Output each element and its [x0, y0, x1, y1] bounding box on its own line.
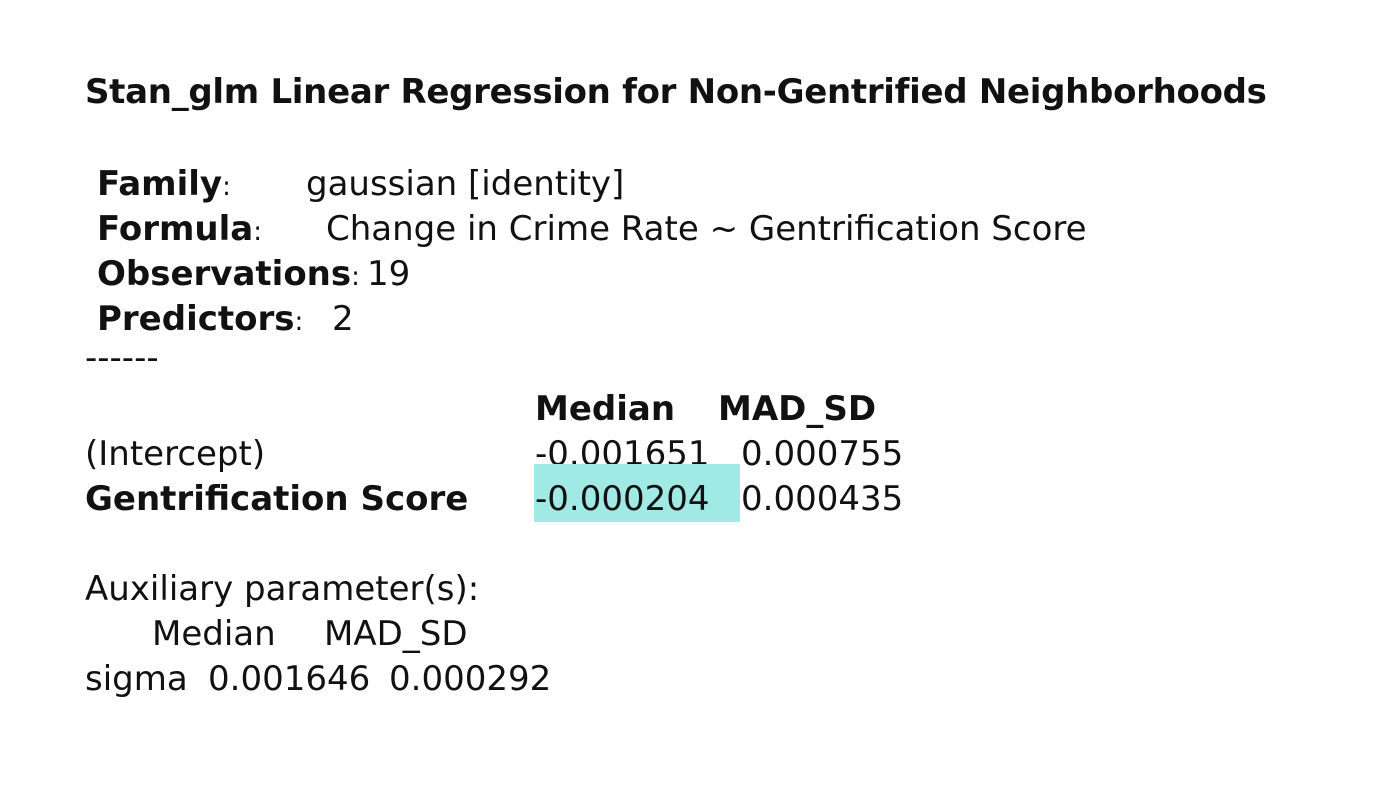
auxiliary-heading: Auxiliary parameter(s): [85, 569, 479, 609]
aux-row-mad-sd-sigma: 0.000292 [389, 659, 551, 699]
formula-colon: : [253, 217, 262, 247]
coef-row-median-gentrification: -0.000204 [535, 479, 710, 519]
coef-header-median: Median [535, 389, 675, 429]
formula-label-text: Formula [97, 209, 253, 249]
formula-label: Formula: [97, 209, 262, 252]
separator: ------ [85, 338, 159, 378]
family-value: gaussian [identity] [306, 164, 624, 204]
observations-colon: : [351, 262, 360, 292]
coef-header-mad-sd: MAD_SD [718, 389, 876, 429]
observations-value: 19 [367, 254, 410, 294]
aux-row-median-sigma: 0.001646 [208, 659, 370, 699]
family-colon: : [222, 172, 231, 202]
predictors-label: Predictors: [97, 299, 303, 342]
aux-header-median: Median [152, 614, 276, 654]
aux-row-name-sigma: sigma [85, 659, 188, 699]
predictors-value: 2 [332, 299, 354, 339]
page-title: Stan_glm Linear Regression for Non-Gentr… [85, 72, 1267, 112]
predictors-colon: : [295, 307, 304, 337]
coef-row-mad-sd-intercept: 0.000755 [741, 434, 903, 474]
observations-label: Observations: [97, 254, 360, 297]
family-label: Family: [97, 164, 231, 207]
formula-value: Change in Crime Rate ~ Gentrification Sc… [326, 209, 1087, 249]
aux-header-mad-sd: MAD_SD [324, 614, 468, 654]
predictors-label-text: Predictors [97, 299, 295, 339]
family-label-text: Family [97, 164, 222, 204]
observations-label-text: Observations [97, 254, 351, 294]
coef-row-mad-sd-gentrification: 0.000435 [741, 479, 903, 519]
coef-row-name-gentrification: Gentrification Score [85, 479, 468, 519]
coef-row-name-intercept: (Intercept) [85, 434, 265, 474]
